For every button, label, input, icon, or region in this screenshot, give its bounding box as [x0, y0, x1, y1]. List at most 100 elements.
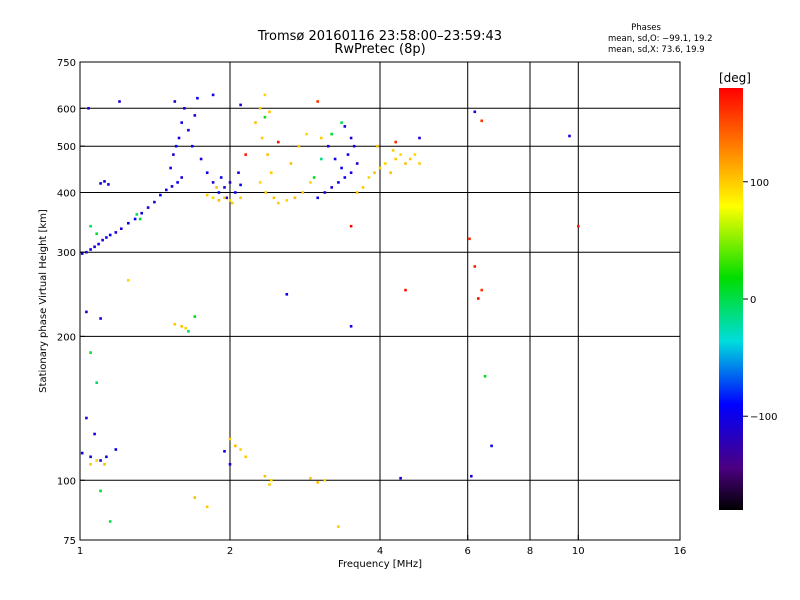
data-point — [258, 107, 262, 110]
data-point — [399, 153, 402, 156]
data-point — [378, 166, 382, 170]
data-point — [277, 201, 280, 205]
data-point — [89, 351, 92, 354]
y-tick-label: 75 — [63, 536, 76, 547]
data-point — [349, 325, 353, 328]
data-point — [89, 224, 92, 228]
data-point — [404, 162, 407, 165]
data-point — [217, 199, 221, 202]
data-point — [180, 176, 183, 179]
y-tick-label: 100 — [57, 476, 76, 487]
stats-line-o: mean, sd,O: −99.1, 19.2 — [608, 34, 713, 44]
data-point — [228, 199, 232, 202]
data-point — [205, 171, 209, 174]
data-point — [99, 459, 102, 462]
chart-subtitle: RwPretec (8p) — [334, 42, 425, 57]
data-point — [127, 221, 130, 225]
data-point — [258, 181, 262, 184]
x-axis: 1 2 4 6 8 10 16 — [77, 535, 686, 557]
y-axis: 75 100 200 300 400 500 600 750 — [57, 58, 85, 547]
data-point — [473, 110, 477, 114]
data-point — [399, 476, 402, 480]
chart-title: Tromsø 20160116 23:58:00–23:59:43 — [257, 29, 502, 44]
data-point — [373, 171, 376, 174]
data-point — [470, 474, 473, 478]
data-point — [289, 162, 293, 165]
data-point — [138, 217, 142, 221]
data-point — [146, 206, 150, 209]
data-point — [239, 103, 242, 107]
data-point — [170, 185, 174, 188]
x-tick-label: 10 — [572, 546, 585, 557]
data-point — [468, 237, 471, 241]
data-point — [180, 325, 183, 328]
data-point — [80, 252, 84, 255]
data-point — [408, 157, 412, 161]
data-point — [205, 193, 209, 197]
data-point — [184, 326, 187, 330]
data-point — [418, 162, 421, 165]
data-point — [95, 232, 98, 235]
data-point — [108, 520, 112, 523]
data-point — [85, 416, 88, 420]
y-tick-label: 200 — [57, 332, 76, 343]
data-point — [93, 432, 96, 436]
data-point — [391, 149, 395, 152]
data-point — [239, 183, 242, 187]
data-point — [187, 128, 190, 132]
data-point — [191, 144, 194, 148]
data-point — [404, 288, 407, 292]
data-point — [101, 238, 104, 242]
data-point — [237, 171, 240, 174]
data-point — [264, 191, 268, 194]
data-point — [228, 463, 232, 466]
data-point — [323, 191, 327, 194]
data-point — [99, 182, 102, 185]
x-tick-label: 8 — [527, 546, 533, 557]
data-point — [367, 176, 371, 179]
data-point — [352, 144, 356, 148]
data-point — [272, 196, 276, 200]
data-point — [87, 107, 90, 110]
colorbar-tick-label: −100 — [750, 412, 777, 423]
data-point — [340, 166, 343, 170]
data-point — [108, 233, 112, 237]
data-point — [133, 217, 137, 221]
data-point — [316, 196, 319, 200]
data-point — [95, 381, 98, 384]
data-point — [577, 224, 580, 228]
data-point — [127, 279, 130, 282]
data-point — [239, 196, 242, 200]
data-point — [228, 181, 232, 184]
data-point — [568, 134, 571, 138]
data-point — [418, 136, 421, 140]
y-axis-label: Stationary phase Virtual Height [km] — [38, 209, 49, 393]
data-point — [140, 211, 143, 215]
y-tick-label: 600 — [57, 104, 76, 115]
y-tick-label: 500 — [57, 142, 76, 153]
data-point — [153, 200, 156, 204]
data-point — [230, 201, 234, 205]
stats-heading: Phases — [631, 23, 661, 33]
data-point — [187, 330, 190, 333]
data-point — [263, 93, 267, 97]
data-point — [165, 188, 168, 192]
data-point — [103, 463, 106, 466]
data-point — [301, 191, 305, 194]
data-point — [483, 375, 487, 378]
data-point — [268, 483, 271, 486]
data-point — [95, 459, 98, 462]
data-point — [211, 93, 215, 97]
data-point — [215, 186, 218, 189]
grid-layer — [80, 62, 680, 540]
data-point — [193, 496, 197, 499]
data-point — [309, 476, 312, 480]
data-point — [234, 191, 237, 194]
x-tick-label: 2 — [227, 546, 233, 557]
data-point — [193, 315, 197, 318]
data-point — [89, 455, 92, 459]
data-point — [105, 455, 108, 459]
data-point — [89, 463, 92, 466]
data-point — [135, 213, 139, 216]
data-point — [316, 481, 319, 484]
